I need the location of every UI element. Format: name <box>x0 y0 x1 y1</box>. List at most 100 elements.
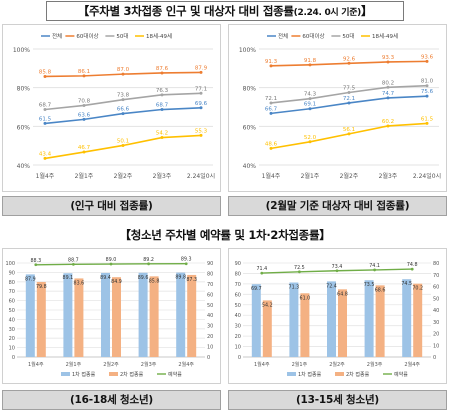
bar <box>364 280 374 357</box>
bar-value-label: 87.9 <box>25 276 36 282</box>
legend-label: 1차 접종률 <box>298 371 322 378</box>
panel-top-right: 40% 60% 80% 100% 1월4주 2월1주 2월2주 2월3주 2.24일0시 전체 60… <box>228 24 447 192</box>
panel-top-left: 40% 60% 80% 100% 1월4주 2월1주 2월2주 2월3주 2.24일0시 전체 60… <box>2 24 221 192</box>
data-point <box>199 133 203 137</box>
x-tick-label: 2월1주 <box>301 172 320 180</box>
data-point <box>347 91 351 94</box>
data-label: 61.5 <box>421 116 434 122</box>
data-label: 61.5 <box>39 116 52 122</box>
y-tick-label-right: 20 <box>207 334 213 340</box>
data-point <box>34 263 38 267</box>
y-tick-label-right: 70 <box>433 273 439 279</box>
data-point <box>121 72 125 76</box>
data-label: 50.1 <box>117 138 129 144</box>
chart-top-right: 40% 60% 80% 100% 1월4주 2월1주 2월2주 2월3주 2.24일0시 전체 60… <box>239 32 441 180</box>
data-label: 86.1 <box>78 69 90 75</box>
data-point <box>82 150 86 154</box>
x-tick-label: 2.24일0시 <box>187 172 215 180</box>
y-tick-label-right: 70 <box>207 282 213 288</box>
y-tick-label-right: 30 <box>207 324 213 330</box>
data-label: 69.1 <box>304 102 316 108</box>
y-tick-label-right: 40 <box>207 313 213 319</box>
y-tick-label-left: 0 <box>12 355 15 361</box>
y-tick-label-left: 50 <box>235 303 241 309</box>
x-tick-label: 2월3주 <box>141 361 157 368</box>
data-point <box>269 64 273 68</box>
bar <box>402 279 412 357</box>
caption-top-right: (2월말 기준 대상자 대비 접종률) <box>228 196 447 216</box>
data-label: 76.3 <box>156 88 169 94</box>
y-tick-label-left: 30 <box>235 324 241 330</box>
data-label: 85.8 <box>39 69 52 75</box>
line-value-label: 74.1 <box>369 263 380 269</box>
y-tick-label-right: 50 <box>207 303 213 309</box>
bar-value-label: 71.3 <box>289 285 300 291</box>
chart-top-left: 40% 60% 80% 100% 1월4주 2월1주 2월2주 2월3주 2.24일0시 전체 60… <box>13 32 215 180</box>
data-point <box>199 91 203 95</box>
x-tick-label: 2월4주 <box>404 361 420 368</box>
data-point <box>43 121 47 125</box>
y-tick-label-left: 40 <box>235 313 241 319</box>
data-point <box>269 111 273 115</box>
bar-value-label: 89.1 <box>63 275 74 281</box>
bar <box>138 272 148 357</box>
legend-label: 전체 <box>52 32 62 40</box>
x-tick-label: 1월4주 <box>36 172 55 180</box>
data-label: 66.7 <box>265 106 278 112</box>
bar-value-label: 54.2 <box>262 302 273 308</box>
legend-label: 60대이상 <box>302 32 324 40</box>
line-value-label: 71.4 <box>256 266 267 272</box>
data-label: 93.3 <box>382 55 395 61</box>
data-point <box>121 98 125 102</box>
bar <box>187 274 197 357</box>
y-tick-label-right: 40 <box>433 308 439 314</box>
y-tick-label-left: 60 <box>235 292 241 298</box>
data-point <box>347 101 351 105</box>
bar <box>112 277 121 357</box>
bar <box>327 281 336 357</box>
data-label: 74.3 <box>304 92 317 98</box>
y-tick-label-right: 0 <box>433 355 436 361</box>
y-tick-label: 60% <box>243 124 257 131</box>
data-label: 77.1 <box>195 86 207 92</box>
data-point <box>386 96 390 100</box>
legend-label: 18세-49세 <box>146 32 172 40</box>
data-point <box>308 140 312 144</box>
bar <box>101 272 110 357</box>
x-tick-label: 1월4주 <box>254 361 270 368</box>
data-point <box>269 101 273 105</box>
page-title: 【주차별 3차접종 인구 및 대상자 대비 접종률(2.24. 0시 기준)】 <box>46 1 404 21</box>
bar-value-label: 89.4 <box>100 275 111 281</box>
data-label: 43.4 <box>39 151 52 157</box>
data-point <box>269 146 273 150</box>
data-point <box>121 143 125 147</box>
x-tick-label: 2월3주 <box>379 172 398 180</box>
y-tick-label-right: 10 <box>433 343 439 349</box>
legend-label: 50대 <box>342 32 354 40</box>
bar <box>74 278 84 357</box>
y-tick-label-left: 0 <box>238 355 241 361</box>
x-tick-label: 1월4주 <box>28 361 44 368</box>
y-tick-label-right: 0 <box>207 355 210 361</box>
chart-bottom-right: 0 10 20 30 40 50 60 70 80 90 0 10 20 30 40 50 60 70 80 1월4주… <box>235 261 440 378</box>
y-tick-label-right: 50 <box>433 296 439 302</box>
y-tick-label-left: 60 <box>9 299 15 305</box>
data-point <box>386 124 390 128</box>
data-point <box>347 132 351 136</box>
data-point <box>199 106 203 110</box>
data-label: 81.0 <box>421 79 434 85</box>
y-tick-label-right: 60 <box>433 285 439 291</box>
legend-label: 2차 접종률 <box>346 371 370 378</box>
data-label: 48.6 <box>265 141 278 147</box>
data-point <box>347 61 351 65</box>
data-label: 69.6 <box>195 101 208 107</box>
bar <box>176 272 186 357</box>
x-tick-label: 2월2주 <box>340 172 359 180</box>
data-label: 93.6 <box>421 54 434 60</box>
legend-label: 전체 <box>278 32 288 40</box>
line-value-label: 72.5 <box>294 265 305 271</box>
y-tick-label-left: 90 <box>235 261 241 267</box>
data-point <box>82 117 86 121</box>
legend-label: 예약률 <box>168 371 182 378</box>
y-tick-label-left: 10 <box>9 346 15 352</box>
